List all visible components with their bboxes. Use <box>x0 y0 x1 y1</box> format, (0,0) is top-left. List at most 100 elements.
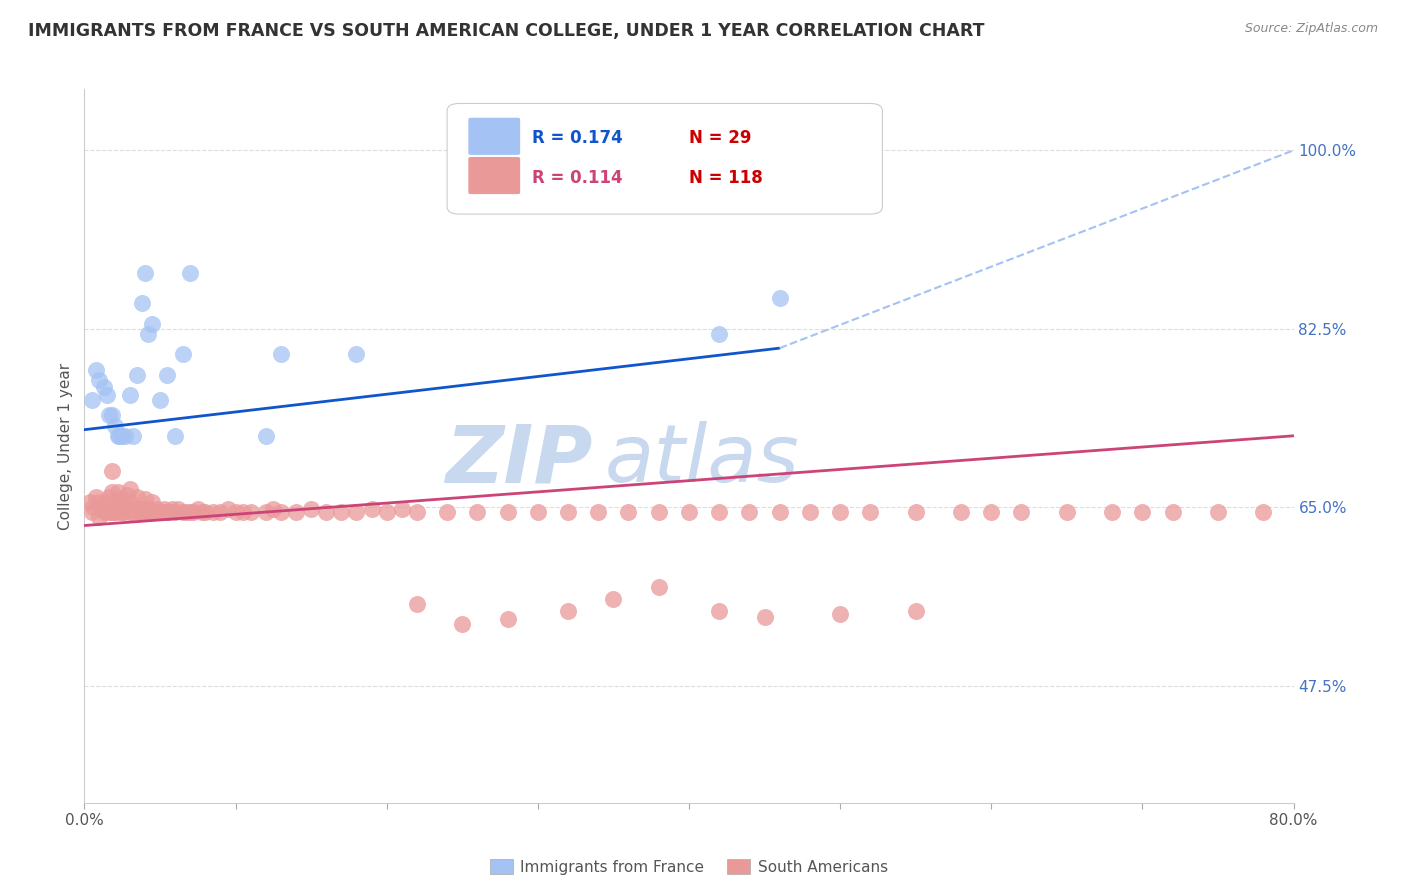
Point <box>232 505 254 519</box>
Point <box>225 505 247 519</box>
Point <box>172 505 194 519</box>
Point <box>152 505 174 519</box>
Point <box>647 580 671 594</box>
Point <box>217 502 239 516</box>
Text: IMMIGRANTS FROM FRANCE VS SOUTH AMERICAN COLLEGE, UNDER 1 YEAR CORRELATION CHART: IMMIGRANTS FROM FRANCE VS SOUTH AMERICAN… <box>28 22 984 40</box>
Point <box>134 266 156 280</box>
Point <box>904 505 927 519</box>
Point <box>262 502 284 516</box>
Point <box>709 505 731 519</box>
Point <box>107 502 129 516</box>
Point <box>451 617 474 632</box>
Point <box>406 597 429 611</box>
Point <box>104 505 127 519</box>
Point <box>97 409 120 423</box>
Point <box>157 505 180 519</box>
Legend: Immigrants from France, South Americans: Immigrants from France, South Americans <box>484 853 894 880</box>
Point <box>89 510 111 524</box>
Point <box>136 326 159 341</box>
Point <box>738 505 761 519</box>
Point <box>141 495 163 509</box>
Point <box>526 505 548 519</box>
Point <box>467 505 489 519</box>
Point <box>86 362 108 376</box>
Point <box>602 591 624 606</box>
Point <box>114 502 136 516</box>
Point <box>96 505 118 519</box>
Point <box>132 502 155 516</box>
Point <box>179 266 201 280</box>
Point <box>94 495 117 509</box>
Point <box>115 488 138 502</box>
Point <box>131 505 153 519</box>
Point <box>149 505 172 519</box>
Point <box>89 373 111 387</box>
Point <box>769 291 792 305</box>
Point <box>100 465 122 479</box>
Point <box>118 505 141 519</box>
Point <box>156 368 179 382</box>
Point <box>950 505 973 519</box>
Point <box>118 502 141 516</box>
Point <box>647 505 671 519</box>
Point <box>557 604 579 618</box>
Text: atlas: atlas <box>605 421 799 500</box>
Text: N = 118: N = 118 <box>689 169 762 187</box>
Point <box>101 505 124 519</box>
Point <box>98 505 121 519</box>
Text: R = 0.114: R = 0.114 <box>531 169 623 187</box>
Point <box>346 505 368 519</box>
Point <box>108 429 131 443</box>
Point <box>118 482 141 496</box>
Point <box>194 505 217 519</box>
FancyBboxPatch shape <box>468 156 520 194</box>
Point <box>82 500 104 515</box>
Point <box>110 502 132 516</box>
Point <box>1161 505 1184 519</box>
Point <box>114 429 136 443</box>
Point <box>127 368 149 382</box>
Point <box>436 505 458 519</box>
Point <box>138 502 160 516</box>
Point <box>80 393 103 408</box>
Point <box>112 505 135 519</box>
Point <box>163 505 186 519</box>
Point <box>97 490 120 504</box>
Point <box>153 502 176 516</box>
Point <box>172 347 194 361</box>
Point <box>100 409 122 423</box>
Point <box>1251 505 1274 519</box>
Point <box>315 505 337 519</box>
Point <box>678 505 700 519</box>
Point <box>134 491 156 506</box>
Point <box>209 505 232 519</box>
Point <box>496 505 519 519</box>
Point <box>111 491 134 506</box>
Point <box>93 380 115 394</box>
Point <box>142 505 165 519</box>
Point <box>146 502 169 516</box>
Point <box>96 388 118 402</box>
Point <box>111 429 134 443</box>
Point <box>118 495 141 509</box>
Point <box>709 326 731 341</box>
Point <box>156 505 179 519</box>
Point <box>111 505 134 519</box>
Point <box>100 505 122 519</box>
Point <box>79 495 101 509</box>
Point <box>191 505 214 519</box>
Point <box>709 604 731 618</box>
Point <box>167 502 190 516</box>
Point <box>163 429 186 443</box>
Point <box>1130 505 1153 519</box>
Point <box>181 505 204 519</box>
Point <box>1056 505 1078 519</box>
Point <box>557 505 579 519</box>
Point <box>1206 505 1229 519</box>
Point <box>104 502 127 516</box>
Y-axis label: College, Under 1 year: College, Under 1 year <box>58 362 73 530</box>
Point <box>201 505 224 519</box>
Point <box>104 495 127 509</box>
Point <box>141 317 163 331</box>
Text: R = 0.174: R = 0.174 <box>531 128 623 146</box>
